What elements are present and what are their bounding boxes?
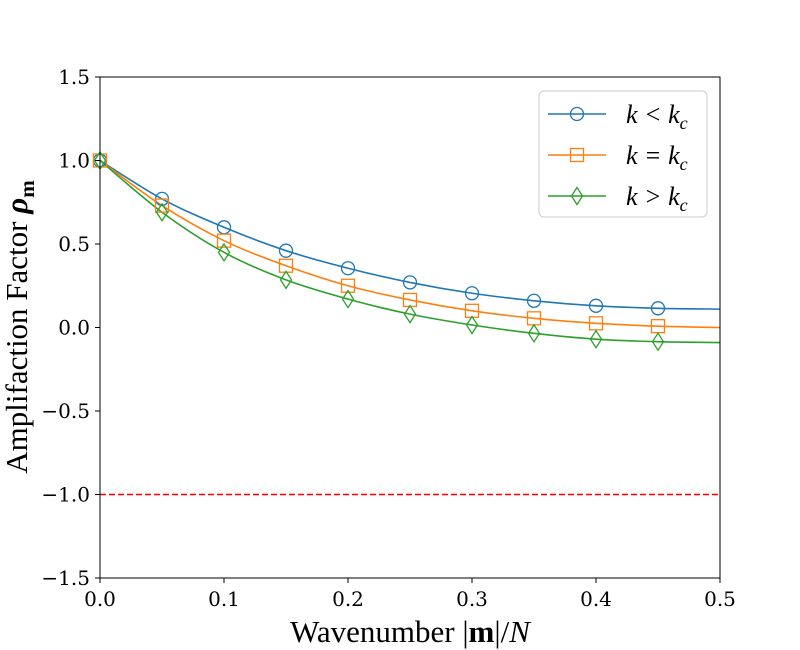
- y-tick-label: −0.5: [41, 399, 90, 423]
- square-marker: [154, 198, 170, 213]
- x-tick-label: 0.2: [332, 587, 364, 611]
- square-marker: [216, 233, 232, 248]
- diamond-marker: [341, 289, 355, 309]
- y-tick-label: 1.5: [58, 65, 90, 89]
- legend-square-marker: [569, 147, 585, 163]
- circle-marker: [526, 293, 542, 308]
- legend: k < kc k = kc k > kc: [538, 90, 708, 218]
- legend-circle-marker: [569, 106, 585, 122]
- series-line-3: [100, 159, 720, 344]
- diamond-marker: [465, 315, 479, 335]
- diamond-marker: [155, 202, 169, 222]
- diamond-marker: [279, 270, 293, 290]
- circle-marker: [402, 275, 418, 290]
- legend-label: k = kc: [626, 141, 688, 174]
- y-tick-label: −1.5: [41, 566, 90, 590]
- x-axis-label: Wavenumber |m|/N: [290, 614, 532, 649]
- circle-marker: [278, 243, 294, 258]
- series-line-2: [100, 159, 720, 329]
- circle-marker: [588, 298, 604, 313]
- diamond-marker: [403, 304, 417, 324]
- circle-marker: [464, 286, 480, 301]
- x-tick-label: 0.0: [84, 587, 116, 611]
- y-tick-label: 0.5: [58, 232, 90, 256]
- legend-diamond-marker: [570, 186, 584, 206]
- diamond-marker: [589, 329, 603, 349]
- legend-box: [538, 90, 708, 218]
- x-tick-label: 0.1: [208, 587, 240, 611]
- diamond-marker: [527, 323, 541, 344]
- circle-marker: [650, 301, 666, 316]
- legend-label: k < kc: [626, 100, 688, 133]
- y-tick-label: 0.0: [58, 316, 90, 340]
- y-axis-label: Amplifaction Factor ρm: [0, 180, 39, 474]
- x-tick-label: 0.5: [704, 587, 736, 611]
- y-tick-label: −1.0: [41, 483, 90, 507]
- y-tick-label: 1.0: [58, 149, 90, 173]
- x-tick-label: 0.3: [456, 587, 488, 611]
- diamond-marker: [651, 331, 665, 352]
- x-tick-label: 0.4: [580, 587, 612, 611]
- square-marker: [340, 278, 356, 293]
- legend-label: k > kc: [626, 182, 688, 215]
- diamond-marker: [217, 242, 231, 263]
- series-line-1: [100, 159, 720, 310]
- circle-marker: [340, 261, 356, 276]
